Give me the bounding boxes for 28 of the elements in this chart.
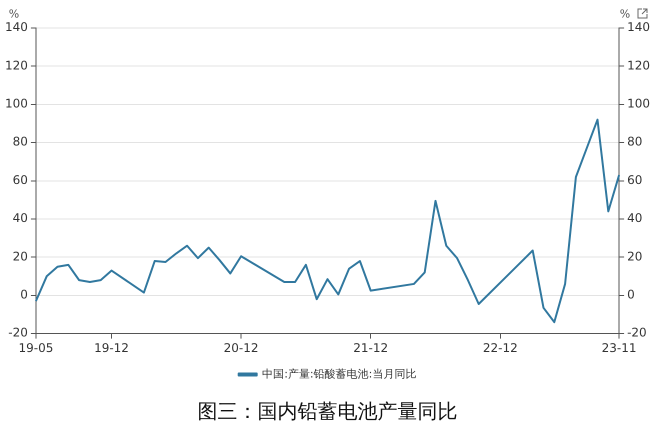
y2-tick-label: 60 xyxy=(627,172,642,187)
legend-label: 中国:产量:铅酸蓄电池:当月同比 xyxy=(262,367,416,380)
y2-axis-title: % xyxy=(620,7,630,20)
y2-tick-label: 40 xyxy=(627,211,642,226)
y2-tick-label: 120 xyxy=(627,58,650,72)
text: 图三：国内铅蓄电池产量同比 xyxy=(196,398,458,425)
y2-tick-label: 20 xyxy=(627,249,642,264)
y-tick-label: 40 xyxy=(12,211,28,226)
y2-tick-label: -20 xyxy=(627,326,647,340)
y2-tick-label: 100 xyxy=(627,96,650,111)
x-tick-label: 20-12 xyxy=(224,340,259,355)
y-tick-label: 20 xyxy=(12,249,28,264)
y-tick-label: 140 xyxy=(5,20,28,34)
x-tick-label: 19-05 xyxy=(18,340,54,355)
y2-tick-label: 140 xyxy=(627,20,650,34)
y-axis-title: % xyxy=(8,7,20,20)
y-tick-label: 120 xyxy=(5,58,28,72)
x-tick-label: 21-12 xyxy=(353,340,388,355)
y-tick-label: 0 xyxy=(20,288,28,302)
y-tick-label: 80 xyxy=(12,134,28,149)
y2-tick-label: 80 xyxy=(627,134,642,149)
y2-tick-label: 0 xyxy=(627,288,635,302)
y-tick-label: 60 xyxy=(12,172,28,187)
y-tick-label: -20 xyxy=(8,326,28,340)
y-tick-label: 100 xyxy=(5,96,28,111)
x-tick-label: 23-11 xyxy=(602,340,637,355)
x-tick-label: 22-12 xyxy=(482,340,518,355)
x-tick-label: 19-12 xyxy=(94,340,129,355)
